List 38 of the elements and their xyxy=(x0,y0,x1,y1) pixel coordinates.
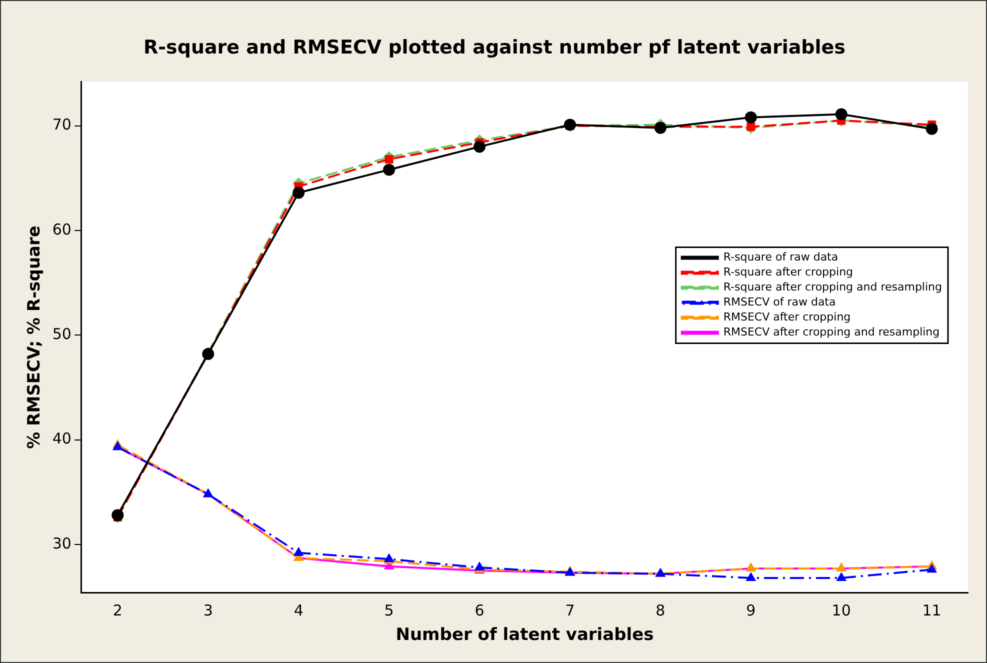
legend-label: RMSECV after cropping and resampling xyxy=(723,326,940,339)
y-tick-label: 30 xyxy=(52,534,72,552)
x-tick-label: 7 xyxy=(565,601,575,620)
legend-label: R-square after cropping and resampling xyxy=(723,280,942,294)
x-tick-label: 3 xyxy=(203,601,213,620)
y-tick-label: 60 xyxy=(52,220,72,238)
point xyxy=(926,564,938,573)
point xyxy=(836,572,847,581)
y-tick-label: 70 xyxy=(52,116,72,134)
legend-label: RMSECV of raw data xyxy=(723,296,836,309)
point xyxy=(474,561,485,570)
point xyxy=(474,140,486,153)
x-tick-label: 2 xyxy=(112,601,122,620)
x-tick-label: 8 xyxy=(656,601,666,620)
legend-label: RMSECV after cropping xyxy=(723,310,851,324)
y-tick-label: 50 xyxy=(52,324,72,343)
x-tick-label: 9 xyxy=(746,601,756,620)
point xyxy=(383,164,396,176)
point xyxy=(926,122,938,135)
x-tick-label: 11 xyxy=(922,601,942,620)
point xyxy=(746,572,756,581)
point xyxy=(746,122,756,132)
x-axis-title: Number of latent variables xyxy=(396,625,654,646)
legend-label: R-square of raw data xyxy=(723,250,838,264)
point xyxy=(292,186,305,199)
x-tick-label: 6 xyxy=(474,601,484,620)
point xyxy=(744,111,757,124)
y-tick-label: 40 xyxy=(52,430,72,448)
chart-title: R-square and RMSECV plotted against number pf latent variables xyxy=(144,36,846,58)
y-axis-title: % RMSECV; % R-square xyxy=(24,226,45,449)
point xyxy=(384,155,394,164)
legend-label: R-square after cropping xyxy=(723,266,854,279)
x-tick-label: 10 xyxy=(832,601,851,620)
point xyxy=(835,108,848,120)
x-tick-label: 5 xyxy=(384,601,394,620)
x-tick-label: 4 xyxy=(294,601,304,620)
point xyxy=(654,122,666,134)
point xyxy=(293,546,304,556)
